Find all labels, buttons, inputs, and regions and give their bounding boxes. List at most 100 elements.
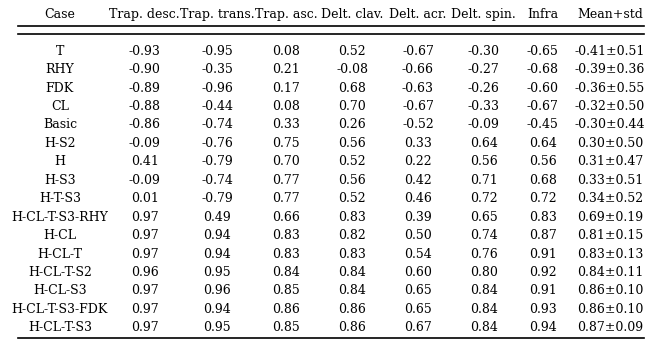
Text: -0.74: -0.74 [201, 118, 233, 131]
Text: 0.68: 0.68 [338, 82, 366, 94]
Text: 0.72: 0.72 [529, 192, 557, 205]
Text: 0.84: 0.84 [470, 303, 498, 316]
Text: -0.36±0.55: -0.36±0.55 [575, 82, 645, 94]
Text: 0.92: 0.92 [529, 266, 557, 279]
Text: 0.64: 0.64 [529, 137, 557, 150]
Text: -0.09: -0.09 [129, 137, 160, 150]
Text: 0.56: 0.56 [338, 174, 366, 187]
Text: -0.95: -0.95 [201, 45, 233, 58]
Text: H-CL-T-S3-RHY: H-CL-T-S3-RHY [11, 211, 108, 224]
Text: 0.33±0.51: 0.33±0.51 [577, 174, 643, 187]
Text: 0.77: 0.77 [272, 192, 300, 205]
Text: 0.08: 0.08 [272, 45, 301, 58]
Text: -0.52: -0.52 [402, 118, 434, 131]
Text: 0.64: 0.64 [470, 137, 498, 150]
Text: Mean+std: Mean+std [577, 8, 643, 21]
Text: 0.84: 0.84 [470, 284, 498, 298]
Text: 0.39: 0.39 [404, 211, 432, 224]
Text: 0.56: 0.56 [529, 155, 557, 168]
Text: 0.76: 0.76 [470, 247, 498, 261]
Text: 0.30±0.50: 0.30±0.50 [577, 137, 643, 150]
Text: -0.30±0.44: -0.30±0.44 [574, 118, 645, 131]
Text: 0.84±0.11: 0.84±0.11 [576, 266, 643, 279]
Text: 0.87±0.09: 0.87±0.09 [577, 321, 643, 334]
Text: 0.86±0.10: 0.86±0.10 [576, 284, 643, 298]
Text: 0.42: 0.42 [404, 174, 432, 187]
Text: 0.83: 0.83 [338, 247, 366, 261]
Text: H-CL-T-S2: H-CL-T-S2 [28, 266, 92, 279]
Text: Delt. clav.: Delt. clav. [321, 8, 383, 21]
Text: 0.54: 0.54 [404, 247, 432, 261]
Text: -0.30: -0.30 [468, 45, 500, 58]
Text: 0.26: 0.26 [338, 118, 366, 131]
Text: 0.97: 0.97 [131, 284, 159, 298]
Text: 0.65: 0.65 [404, 284, 432, 298]
Text: CL: CL [51, 100, 69, 113]
Text: 0.86±0.10: 0.86±0.10 [576, 303, 643, 316]
Text: 0.46: 0.46 [404, 192, 432, 205]
Text: 0.33: 0.33 [272, 118, 301, 131]
Text: -0.09: -0.09 [468, 118, 500, 131]
Text: H-CL-T: H-CL-T [37, 247, 83, 261]
Text: 0.66: 0.66 [272, 211, 301, 224]
Text: -0.32±0.50: -0.32±0.50 [575, 100, 645, 113]
Text: 0.86: 0.86 [338, 321, 366, 334]
Text: 0.94: 0.94 [529, 321, 557, 334]
Text: -0.65: -0.65 [527, 45, 559, 58]
Text: Infra: Infra [527, 8, 558, 21]
Text: 0.31±0.47: 0.31±0.47 [577, 155, 643, 168]
Text: -0.86: -0.86 [129, 118, 160, 131]
Text: 0.97: 0.97 [131, 229, 159, 242]
Text: Trap. asc.: Trap. asc. [255, 8, 318, 21]
Text: 0.65: 0.65 [404, 303, 432, 316]
Text: 0.22: 0.22 [404, 155, 432, 168]
Text: H-CL-T-S3-FDK: H-CL-T-S3-FDK [12, 303, 108, 316]
Text: Trap. desc.: Trap. desc. [109, 8, 180, 21]
Text: 0.50: 0.50 [404, 229, 432, 242]
Text: Delt. acr.: Delt. acr. [389, 8, 447, 21]
Text: 0.83: 0.83 [272, 229, 301, 242]
Text: 0.52: 0.52 [339, 192, 366, 205]
Text: 0.01: 0.01 [131, 192, 159, 205]
Text: -0.74: -0.74 [201, 174, 233, 187]
Text: 0.96: 0.96 [204, 284, 231, 298]
Text: 0.83±0.13: 0.83±0.13 [576, 247, 643, 261]
Text: -0.26: -0.26 [468, 82, 500, 94]
Text: 0.41: 0.41 [131, 155, 159, 168]
Text: 0.84: 0.84 [338, 266, 366, 279]
Text: 0.91: 0.91 [529, 247, 557, 261]
Text: -0.45: -0.45 [527, 118, 559, 131]
Text: 0.69±0.19: 0.69±0.19 [577, 211, 643, 224]
Text: 0.85: 0.85 [272, 284, 300, 298]
Text: T: T [56, 45, 64, 58]
Text: 0.83: 0.83 [338, 211, 366, 224]
Text: 0.34±0.52: 0.34±0.52 [577, 192, 643, 205]
Text: 0.94: 0.94 [204, 303, 231, 316]
Text: 0.74: 0.74 [470, 229, 498, 242]
Text: -0.88: -0.88 [129, 100, 160, 113]
Text: Trap. trans.: Trap. trans. [180, 8, 255, 21]
Text: 0.49: 0.49 [204, 211, 231, 224]
Text: 0.65: 0.65 [470, 211, 498, 224]
Text: 0.83: 0.83 [272, 247, 301, 261]
Text: -0.60: -0.60 [527, 82, 559, 94]
Text: -0.90: -0.90 [129, 63, 160, 76]
Text: 0.81±0.15: 0.81±0.15 [577, 229, 643, 242]
Text: 0.60: 0.60 [404, 266, 432, 279]
Text: 0.83: 0.83 [529, 211, 557, 224]
Text: 0.67: 0.67 [404, 321, 432, 334]
Text: 0.94: 0.94 [204, 229, 231, 242]
Text: 0.84: 0.84 [338, 284, 366, 298]
Text: -0.41±0.51: -0.41±0.51 [574, 45, 645, 58]
Text: 0.86: 0.86 [272, 303, 301, 316]
Text: H-S2: H-S2 [44, 137, 75, 150]
Text: 0.52: 0.52 [339, 155, 366, 168]
Text: 0.33: 0.33 [404, 137, 432, 150]
Text: 0.86: 0.86 [338, 303, 366, 316]
Text: -0.67: -0.67 [402, 45, 434, 58]
Text: -0.79: -0.79 [201, 192, 233, 205]
Text: -0.67: -0.67 [527, 100, 559, 113]
Text: 0.93: 0.93 [529, 303, 557, 316]
Text: 0.52: 0.52 [339, 45, 366, 58]
Text: 0.70: 0.70 [272, 155, 300, 168]
